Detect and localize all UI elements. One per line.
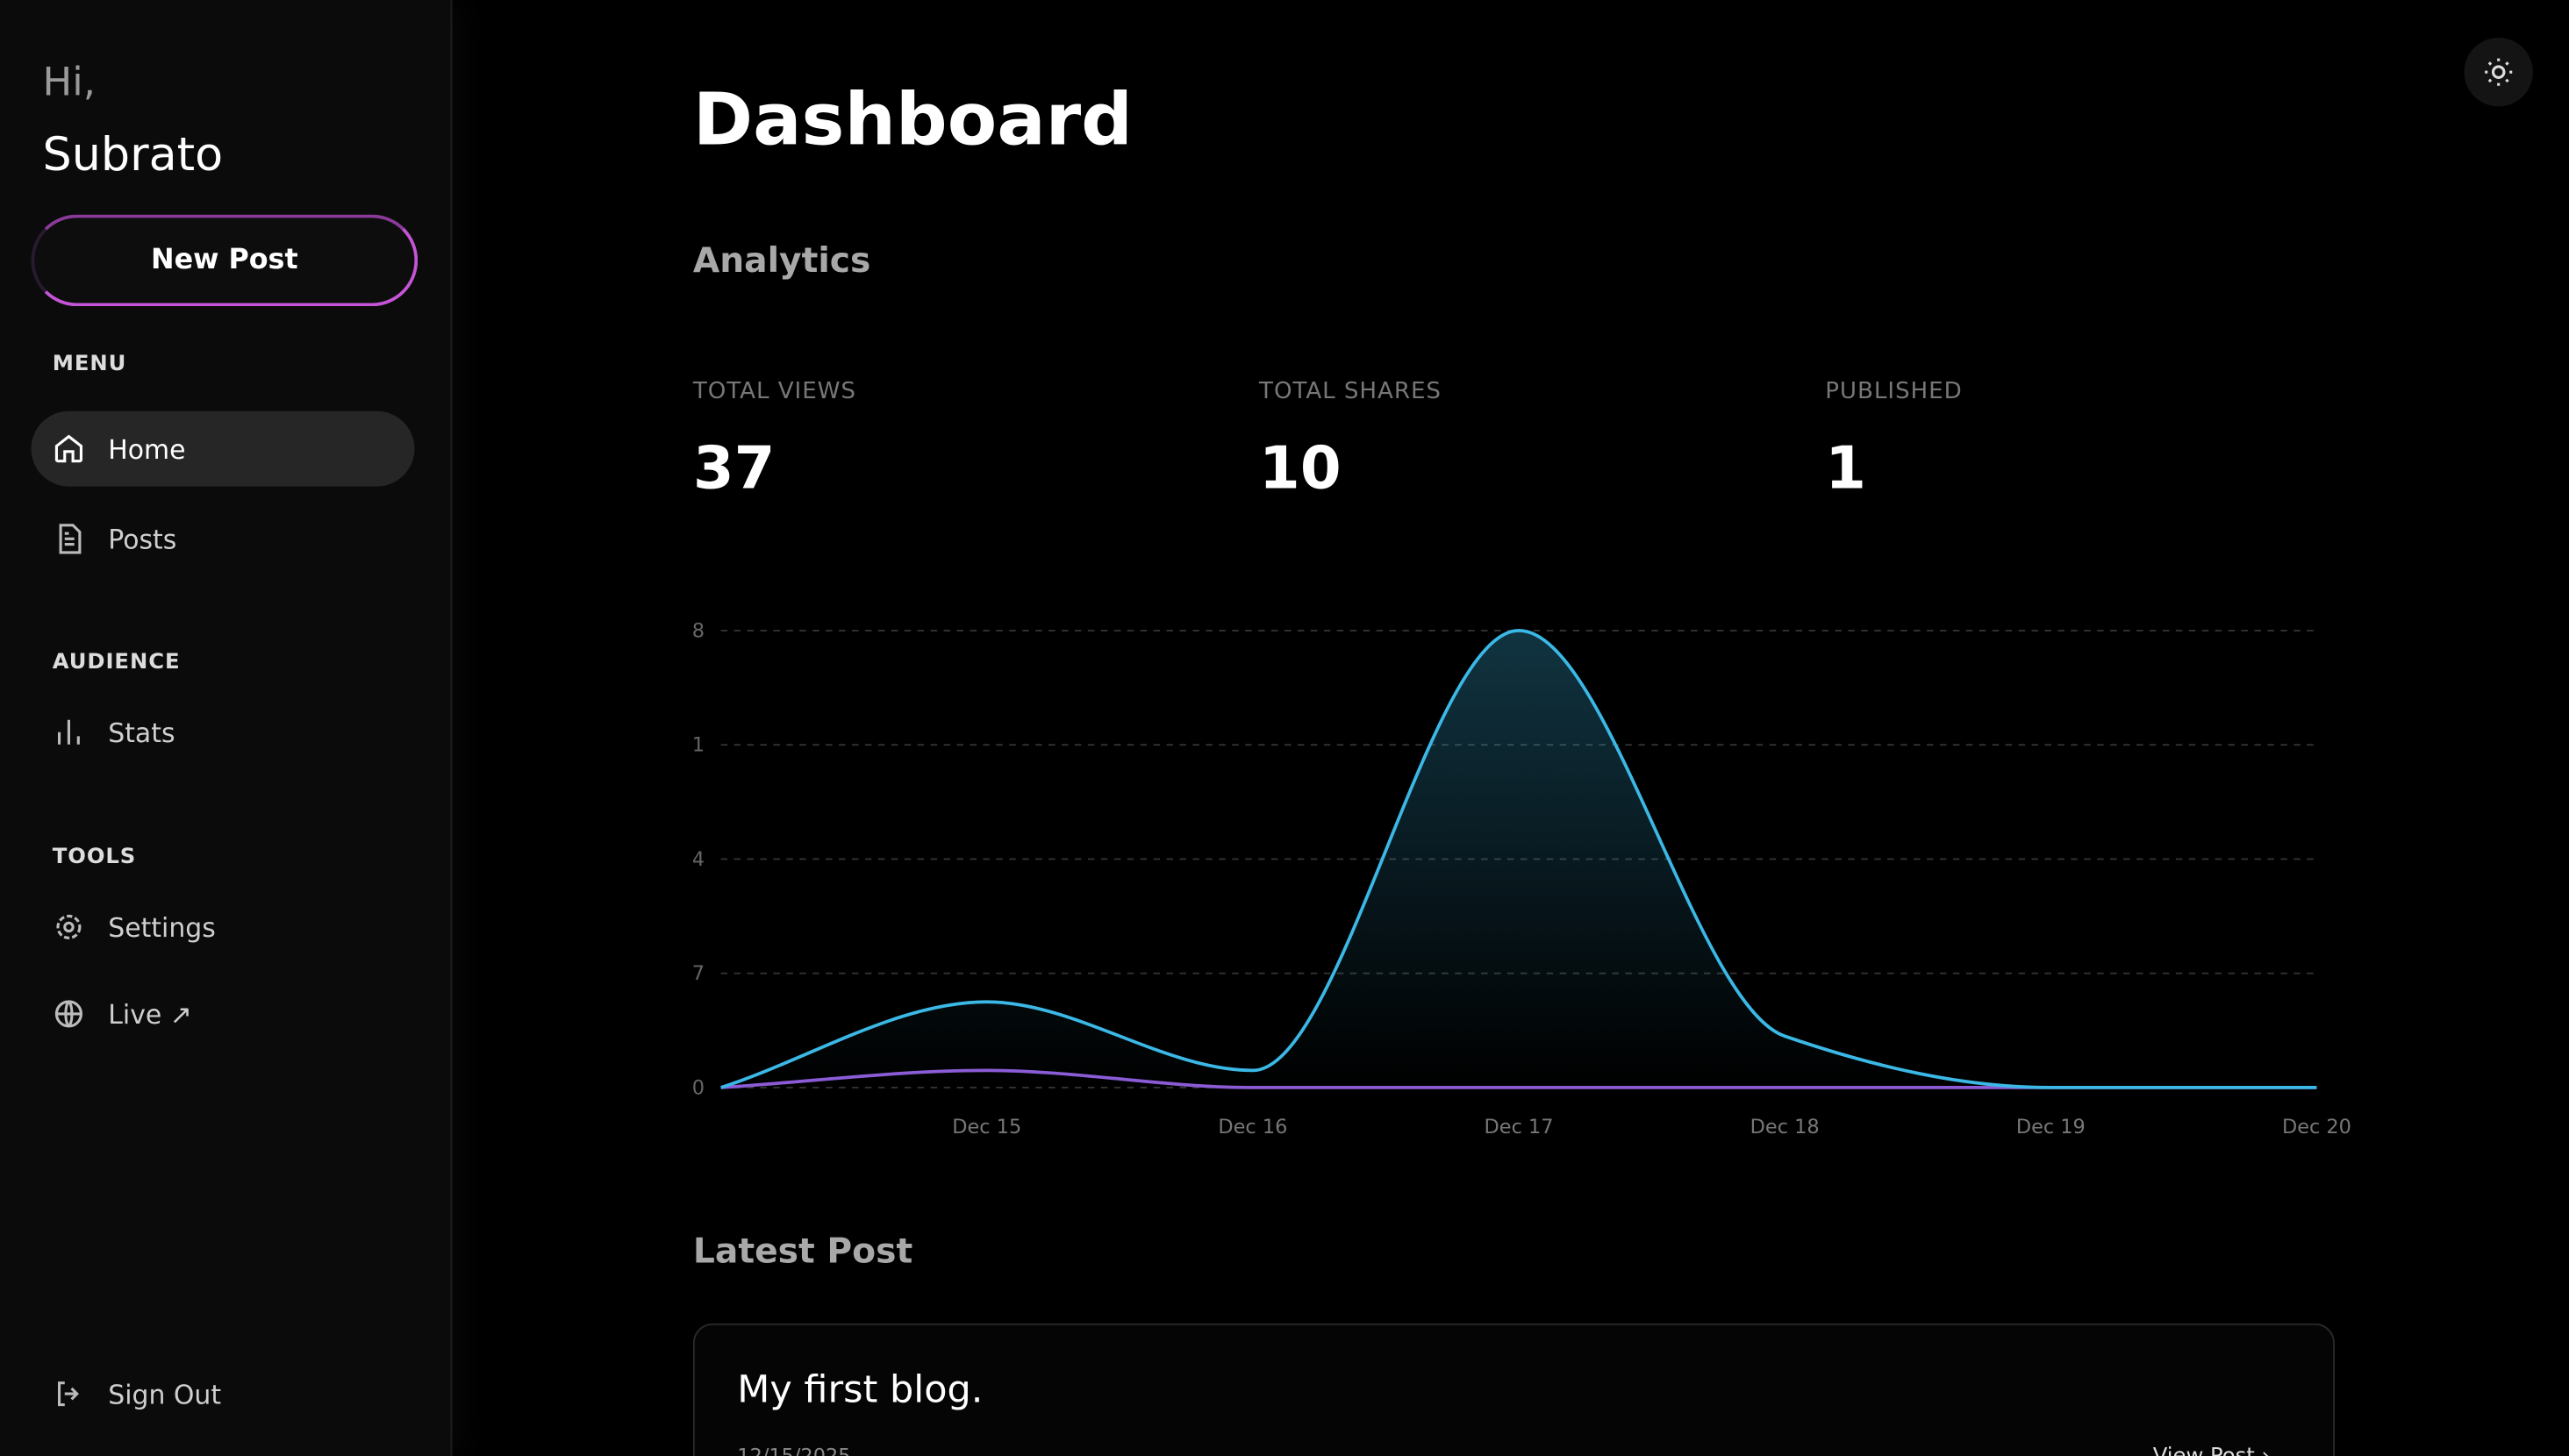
new-post-button[interactable]: New Post [31, 214, 419, 307]
post-title: My first blog. [737, 1369, 984, 1412]
y-tick-label: 4 [693, 848, 705, 871]
section-title: Latest Post [692, 1231, 913, 1272]
post-card[interactable]: My first blog. 12/15/2025 View Post › [692, 1323, 2335, 1456]
stat-label: PUBLISHED [1825, 378, 1963, 405]
nav-label: Home [108, 432, 186, 465]
section-title: Analytics [692, 240, 871, 281]
nav-posts[interactable]: Posts [31, 501, 414, 576]
post-date: 12/15/2025 [737, 1445, 850, 1456]
line [720, 629, 2317, 1089]
x-tick-label: Dec 15 [952, 1116, 1021, 1138]
user-name: Subrato [42, 127, 224, 182]
greeting: Hi, [42, 59, 96, 105]
section-label: AUDIENCE [52, 650, 181, 675]
nav-label: Live ↗ [108, 998, 192, 1030]
y-tick-label: 7 [693, 962, 705, 985]
nav-label: Stats [108, 716, 175, 748]
page-title: Dashboard [692, 78, 1133, 162]
theme-toggle[interactable] [2464, 37, 2533, 107]
nav-stats[interactable]: Stats [31, 695, 414, 770]
stat-value: 10 [1259, 435, 1342, 503]
sign-out[interactable]: Sign Out [31, 1356, 414, 1431]
section-label: MENU [52, 352, 127, 377]
nav-home[interactable]: Home [31, 410, 415, 487]
x-tick-label: Dec 19 [2016, 1116, 2086, 1138]
nav-label: Settings [108, 911, 216, 943]
nav-settings[interactable]: Settings [31, 889, 414, 965]
section-label: TOOLS [52, 845, 137, 870]
area [720, 630, 2317, 1088]
stat-value: 37 [692, 435, 776, 503]
stat-label: TOTAL SHARES [1259, 378, 1442, 405]
x-tick-label: Dec 18 [1750, 1116, 1820, 1138]
y-tick-label: 1 [693, 734, 705, 757]
stat-label: TOTAL VIEWS [692, 378, 856, 405]
x-tick-label: Dec 17 [1485, 1116, 1554, 1138]
nav-label: Posts [108, 523, 177, 555]
x-tick-label: Dec 20 [2282, 1116, 2351, 1138]
y-tick-label: 0 [693, 1076, 705, 1099]
post-link[interactable]: View Post › [2153, 1445, 2271, 1456]
sidebar: Hi, Subrato New Post MENU Home Posts AUD… [0, 0, 453, 1456]
x-tick-label: Dec 16 [1218, 1116, 1287, 1138]
nav-label: Sign Out [108, 1378, 222, 1410]
stat-value: 1 [1825, 435, 1867, 503]
nav-live[interactable]: Live ↗ [31, 976, 414, 1052]
y-tick-label: 8 [693, 619, 705, 642]
